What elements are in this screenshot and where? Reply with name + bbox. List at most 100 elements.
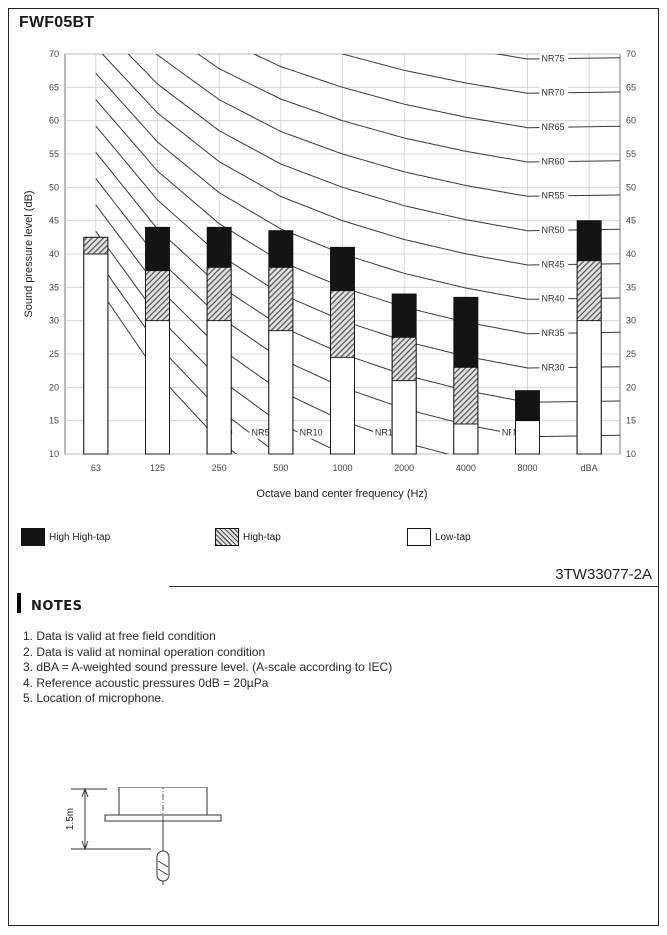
note-item: 4. Reference acoustic pressures 0dB = 20…: [23, 675, 269, 690]
note-item: 2. Data is valid at nominal operation co…: [23, 644, 266, 659]
y-tick-label-right: 25: [626, 349, 636, 359]
microphone-grille: [157, 868, 169, 876]
legend-high-high-tap: High High-tap: [21, 525, 110, 549]
notes-heading: NOTES: [31, 599, 83, 614]
note-item: 5. Location of microphone.: [23, 691, 165, 705]
nr-label-bg: [539, 121, 569, 133]
y-tick-label-right: 45: [626, 216, 636, 226]
y-tick-label: 45: [49, 216, 59, 226]
nr-label-bg: [539, 292, 569, 305]
legend-label: High High-tap: [49, 531, 111, 543]
nr-label-bg: [539, 361, 569, 374]
nr-curve-nr45: [101, 54, 620, 266]
y-tick-label-right: 55: [626, 149, 636, 159]
y-tick-label: 60: [49, 116, 59, 126]
y-tick-label: 25: [49, 349, 59, 359]
y-tick-label-right: 20: [626, 382, 636, 392]
nr-label-nr75: NR75: [542, 53, 565, 63]
nr-label-nr10: NR10: [300, 428, 323, 438]
y-tick-label: 70: [49, 49, 59, 59]
x-tick-label: 500: [273, 463, 288, 473]
nr-curve-nr55: [155, 54, 620, 197]
legend-swatch-high-tap: [215, 528, 239, 546]
dimension-arrow-up: [81, 787, 89, 798]
nr-label-nr35: NR35: [542, 328, 565, 338]
bar-low-tap-125: [145, 320, 170, 455]
divider-line: [169, 586, 658, 587]
legend-swatch-high-high-tap: [21, 528, 45, 546]
nr-curve-nr60: [197, 54, 620, 163]
bar-low-tap-1000: [330, 356, 355, 455]
legend-low-tap: Low-tap: [407, 525, 471, 549]
dimension-arrow-down: [81, 840, 89, 851]
y-tick-label: 55: [49, 149, 59, 159]
x-axis-label: Octave band center frequency (Hz): [256, 488, 427, 500]
nr-label-bg: [539, 224, 569, 236]
nr-label-bg: [539, 189, 569, 202]
y-tick-label-right: 15: [626, 416, 636, 426]
y-tick-label: 15: [49, 416, 59, 426]
bars: [83, 220, 602, 455]
nr-label-nr60: NR60: [542, 156, 565, 166]
bar-low-tap-2000: [391, 380, 417, 455]
notes-list: 1. Data is valid at free field condition…: [23, 629, 392, 707]
nr-label-bg: [539, 327, 569, 339]
y-tick-label: 30: [49, 316, 59, 326]
y-tick-label: 65: [49, 82, 59, 92]
legend-label: Low-tap: [435, 531, 471, 543]
model-title: FWF05BT: [19, 14, 95, 31]
y-tick-label-right: 30: [626, 316, 636, 326]
bar-low-tap-250: [206, 320, 232, 455]
nr-label-bg: [297, 426, 327, 439]
height-label: 1.5m: [65, 808, 76, 830]
bar-low-tap-4000: [453, 423, 479, 455]
y-tick-label-right: 10: [626, 449, 636, 459]
nr-label-nr5: NR5: [252, 428, 270, 438]
microphone-head: [156, 850, 170, 882]
x-tick-label: 250: [212, 463, 227, 473]
nr-label-nr55: NR55: [542, 191, 565, 201]
x-tick-label: 1000: [332, 463, 352, 473]
x-tick-label: 125: [150, 463, 165, 473]
nr-label-nr45: NR45: [542, 259, 565, 269]
nr-label-bg: [539, 155, 569, 168]
nr-label-nr30: NR30: [542, 362, 565, 372]
bar-low-tap-500: [268, 330, 294, 455]
microphone-grille: [157, 860, 169, 868]
y-axis-label: Sound pressure level (dB): [23, 190, 35, 317]
y-tick-label: 40: [49, 249, 59, 259]
x-tick-label: 4000: [456, 463, 476, 473]
legend-label: High-tap: [243, 531, 281, 543]
document-code: 3TW33077-2A: [555, 566, 652, 583]
legend-swatch-low-tap: [407, 528, 431, 546]
bar-low-tap-dba: [576, 320, 602, 455]
nr-label-bg: [249, 426, 273, 439]
microphone-location-diagram: 1.5m: [65, 787, 222, 885]
y-tick-label-right: 65: [626, 82, 636, 92]
axis-ticks: 10 10 15 15 20 20 25 25 30 30 35 35 40 40 45 45 50 50 55 55…: [49, 49, 636, 473]
sound-pressure-chart: NR0NR5NR10NR15NR20NR25NR30NR35NR40NR45NR…: [23, 49, 636, 500]
y-tick-label-right: 35: [626, 282, 636, 292]
y-tick-label: 10: [49, 449, 59, 459]
bar-low-tap-8000: [515, 420, 540, 455]
nr-curve-nr50: [127, 54, 620, 232]
x-tick-label: 2000: [394, 463, 414, 473]
bar-low-tap-63: [83, 253, 109, 455]
nr-curve-nr40: [95, 72, 620, 300]
y-tick-label-right: 50: [626, 182, 636, 192]
nr-label-nr15: NR15: [375, 428, 398, 438]
note-item: 1. Data is valid at free field condition: [23, 629, 216, 643]
nr-label-bg: [539, 52, 569, 65]
nr-curve-nr65: [252, 54, 620, 129]
nr-curve-nr75: [494, 54, 620, 60]
y-tick-label-right: 40: [626, 249, 636, 259]
nr-label-bg: [539, 258, 569, 271]
nr-label-nr65: NR65: [542, 122, 565, 132]
nr-label-nr40: NR40: [542, 294, 565, 304]
nr-label-bg: [539, 86, 569, 99]
legend-high-tap: High-tap: [215, 525, 281, 549]
y-tick-label: 35: [49, 282, 59, 292]
y-tick-label: 20: [49, 382, 59, 392]
notes-marker: [17, 593, 21, 613]
x-tick-label: dBA: [581, 463, 598, 473]
